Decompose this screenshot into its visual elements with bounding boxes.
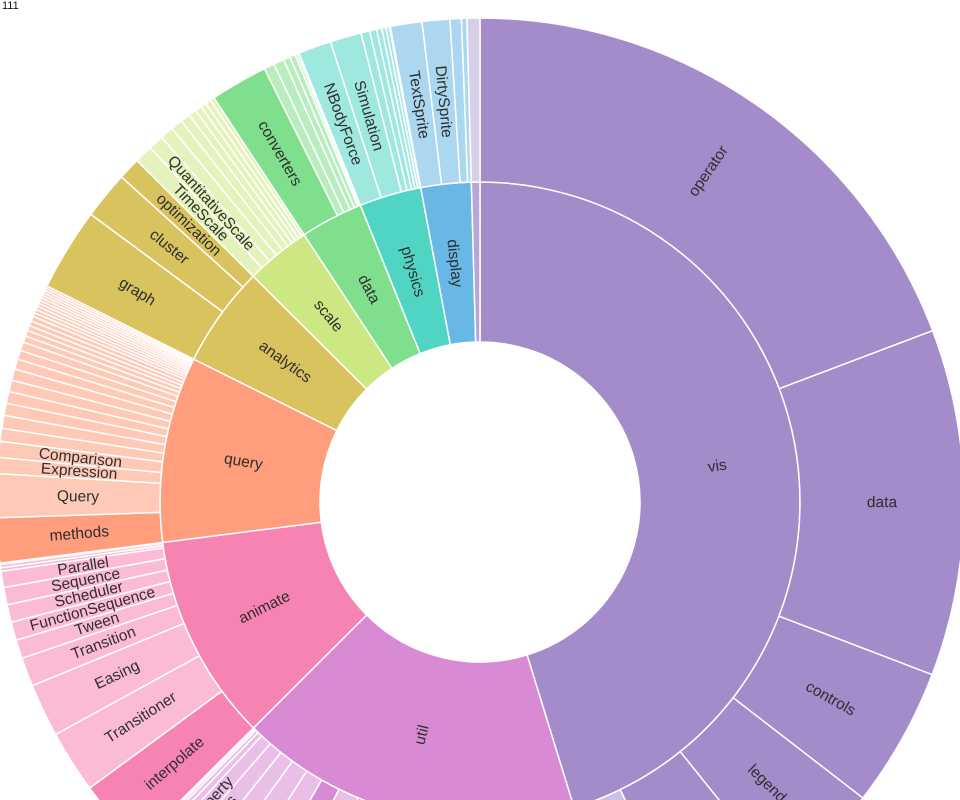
sector-legend[interactable]: [679, 696, 864, 800]
sector-operator[interactable]: [479, 17, 934, 390]
sector-label-Expression: Expression: [40, 460, 118, 483]
sector-label-vis: vis: [707, 456, 729, 476]
sector-label-query: query: [223, 450, 264, 473]
sector-label-methods: methods: [49, 523, 110, 545]
sector-Visualization[interactable]: [588, 788, 692, 800]
sector-label-data: data: [867, 494, 898, 511]
sector-label-Query: Query: [57, 488, 100, 506]
sector-FlareVis[interactable]: [466, 17, 481, 183]
sector-axis[interactable]: [619, 750, 783, 800]
sector-label-util: util: [411, 723, 432, 746]
corner-count: 111: [2, 0, 19, 12]
sector-label-display: display: [443, 239, 465, 289]
sector-label-DirtySprite: DirtySprite: [432, 65, 455, 139]
